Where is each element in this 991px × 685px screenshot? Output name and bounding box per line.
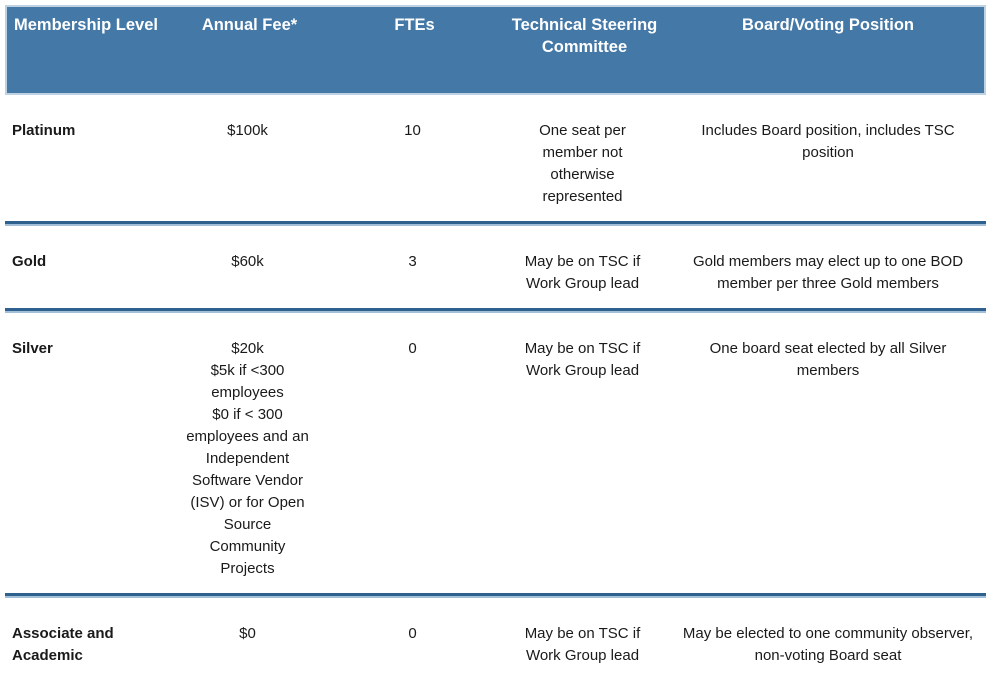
cell-annual-fee: $0 (165, 623, 330, 667)
cell-membership-level: Silver (12, 340, 53, 357)
header-cell-ftes: FTEs (394, 16, 435, 34)
annual-fee-text: $20k $5k if <300 employees $0 if < 300 e… (186, 340, 309, 577)
cell-membership-level: Gold (12, 253, 47, 270)
cell-annual-fee: $20k $5k if <300 employees $0 if < 300 e… (165, 338, 330, 580)
header-cell-technical-steering-committee: Technical Steering Committee (511, 16, 658, 56)
cell-ftes: 10 (404, 122, 421, 139)
cell-annual-fee: $100k (165, 120, 330, 208)
cell-board-voting: Gold members may elect up to one BOD mem… (670, 251, 986, 295)
board-voting-text: Includes Board position, includes TSC po… (701, 122, 955, 161)
annual-fee-text: $60k (231, 253, 264, 270)
cell-membership-level: Platinum (12, 122, 76, 139)
row-divider (5, 221, 986, 226)
row-divider (5, 593, 986, 598)
table-header: Membership Level Annual Fee* FTEs Techni… (5, 5, 986, 95)
board-voting-text: May be elected to one community observer… (682, 625, 974, 664)
board-voting-text: One board seat elected by all Silver mem… (709, 340, 947, 379)
annual-fee-text: $100k (227, 122, 268, 139)
board-voting-text: Gold members may elect up to one BOD mem… (692, 253, 964, 292)
header-cell-membership-level: Membership Level (14, 16, 158, 34)
table-row-silver: Silver $20k $5k if <300 employees $0 if … (5, 313, 986, 593)
tsc-text: May be on TSC if Work Group lead (524, 253, 641, 292)
cell-annual-fee: $60k (165, 251, 330, 295)
cell-board-voting: One board seat elected by all Silver mem… (670, 338, 986, 580)
cell-board-voting: Includes Board position, includes TSC po… (670, 120, 986, 208)
header-cell-annual-fee: Annual Fee* (201, 16, 298, 34)
cell-ftes: 3 (408, 253, 417, 270)
row-divider (5, 308, 986, 313)
cell-board-voting: May be elected to one community observer… (670, 623, 986, 667)
table-row-associate-academic: Associate and Academic $0 0 May be on TS… (5, 598, 986, 680)
cell-tsc: May be on TSC if Work Group lead (495, 338, 670, 580)
annual-fee-text: $0 (239, 625, 256, 642)
table-row-gold: Gold $60k 3 May be on TSC if Work Group … (5, 226, 986, 308)
cell-tsc: May be on TSC if Work Group lead (495, 251, 670, 295)
header-cell-board-voting-position: Board/Voting Position (741, 16, 915, 34)
tsc-text: May be on TSC if Work Group lead (524, 625, 641, 664)
table-row-platinum: Platinum $100k 10 One seat per member no… (5, 95, 986, 221)
cell-tsc: One seat per member not otherwise repres… (495, 120, 670, 208)
tsc-text: May be on TSC if Work Group lead (524, 340, 641, 379)
tsc-text: One seat per member not otherwise repres… (539, 122, 626, 205)
cell-membership-level: Associate and Academic (12, 625, 114, 664)
cell-ftes: 0 (408, 340, 417, 357)
cell-tsc: May be on TSC if Work Group lead (495, 623, 670, 667)
cell-ftes: 0 (408, 625, 417, 642)
